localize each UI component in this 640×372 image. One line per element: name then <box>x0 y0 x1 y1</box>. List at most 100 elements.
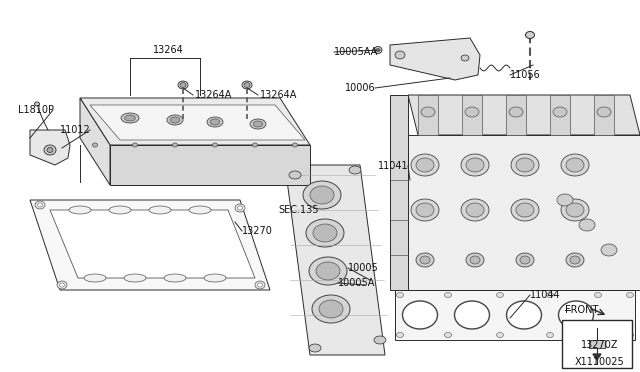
Ellipse shape <box>516 203 534 217</box>
Polygon shape <box>408 135 640 290</box>
Text: FRONT: FRONT <box>565 305 598 315</box>
Ellipse shape <box>525 32 534 38</box>
Ellipse shape <box>253 121 263 127</box>
Ellipse shape <box>253 143 257 147</box>
Text: 11056: 11056 <box>510 70 541 80</box>
Ellipse shape <box>466 253 484 267</box>
Ellipse shape <box>466 203 484 217</box>
Ellipse shape <box>124 274 146 282</box>
Ellipse shape <box>397 333 403 337</box>
Polygon shape <box>594 95 614 135</box>
Ellipse shape <box>411 199 439 221</box>
Ellipse shape <box>250 119 266 129</box>
Ellipse shape <box>242 81 252 89</box>
Ellipse shape <box>547 333 554 337</box>
Text: 13270Z: 13270Z <box>581 340 619 350</box>
Ellipse shape <box>35 102 40 106</box>
Ellipse shape <box>125 115 136 121</box>
Ellipse shape <box>57 281 67 289</box>
Text: 10005A: 10005A <box>338 278 376 288</box>
Polygon shape <box>50 210 255 278</box>
Ellipse shape <box>257 283 262 287</box>
Ellipse shape <box>557 194 573 206</box>
Text: 13270: 13270 <box>242 226 273 236</box>
Ellipse shape <box>109 206 131 214</box>
Ellipse shape <box>395 51 405 59</box>
Ellipse shape <box>312 295 350 323</box>
Ellipse shape <box>411 154 439 176</box>
Ellipse shape <box>506 301 541 329</box>
Polygon shape <box>80 98 110 185</box>
Polygon shape <box>593 354 601 360</box>
Polygon shape <box>390 95 408 290</box>
Ellipse shape <box>470 256 480 264</box>
Ellipse shape <box>244 83 250 87</box>
Ellipse shape <box>212 143 218 147</box>
Ellipse shape <box>421 107 435 117</box>
Polygon shape <box>506 95 526 135</box>
Ellipse shape <box>180 83 186 87</box>
Polygon shape <box>110 145 310 185</box>
Ellipse shape <box>397 292 403 298</box>
Ellipse shape <box>316 262 340 280</box>
Ellipse shape <box>292 143 298 147</box>
Ellipse shape <box>416 253 434 267</box>
Ellipse shape <box>121 113 139 123</box>
Ellipse shape <box>303 181 341 209</box>
Ellipse shape <box>579 219 595 231</box>
Text: 13264A: 13264A <box>260 90 298 100</box>
Ellipse shape <box>553 107 567 117</box>
Ellipse shape <box>561 199 589 221</box>
Ellipse shape <box>319 300 343 318</box>
Ellipse shape <box>566 203 584 217</box>
Text: X1110025: X1110025 <box>575 357 625 367</box>
Ellipse shape <box>601 244 617 256</box>
Ellipse shape <box>132 143 138 147</box>
Text: 10005AA: 10005AA <box>334 47 378 57</box>
Polygon shape <box>285 165 385 355</box>
Ellipse shape <box>235 204 245 212</box>
Ellipse shape <box>466 158 484 172</box>
Ellipse shape <box>374 336 386 344</box>
Polygon shape <box>418 95 438 135</box>
Ellipse shape <box>416 158 434 172</box>
Ellipse shape <box>497 292 504 298</box>
Ellipse shape <box>520 256 530 264</box>
Ellipse shape <box>570 256 580 264</box>
Text: 11044: 11044 <box>530 290 561 300</box>
Text: SEC.135: SEC.135 <box>278 205 319 215</box>
Polygon shape <box>80 98 310 145</box>
Ellipse shape <box>445 292 451 298</box>
Ellipse shape <box>289 171 301 179</box>
Ellipse shape <box>210 119 220 125</box>
Ellipse shape <box>189 206 211 214</box>
Ellipse shape <box>566 253 584 267</box>
Polygon shape <box>30 200 270 290</box>
Ellipse shape <box>164 274 186 282</box>
Ellipse shape <box>93 143 97 147</box>
Polygon shape <box>408 95 640 135</box>
Ellipse shape <box>309 257 347 285</box>
Ellipse shape <box>516 253 534 267</box>
Text: 10005: 10005 <box>348 263 379 273</box>
Ellipse shape <box>511 199 539 221</box>
Bar <box>562 320 632 368</box>
Text: L1810P: L1810P <box>18 105 54 115</box>
Ellipse shape <box>255 281 265 289</box>
Ellipse shape <box>497 333 504 337</box>
Ellipse shape <box>167 115 183 125</box>
Ellipse shape <box>237 206 243 210</box>
Polygon shape <box>90 105 305 140</box>
Ellipse shape <box>35 201 45 209</box>
Ellipse shape <box>84 274 106 282</box>
Ellipse shape <box>170 117 180 123</box>
Ellipse shape <box>461 199 489 221</box>
Ellipse shape <box>416 203 434 217</box>
Ellipse shape <box>38 203 42 207</box>
Text: 11041: 11041 <box>378 161 408 171</box>
Ellipse shape <box>349 166 361 174</box>
Ellipse shape <box>47 148 53 153</box>
Ellipse shape <box>597 107 611 117</box>
Ellipse shape <box>178 81 188 89</box>
Polygon shape <box>395 290 635 340</box>
